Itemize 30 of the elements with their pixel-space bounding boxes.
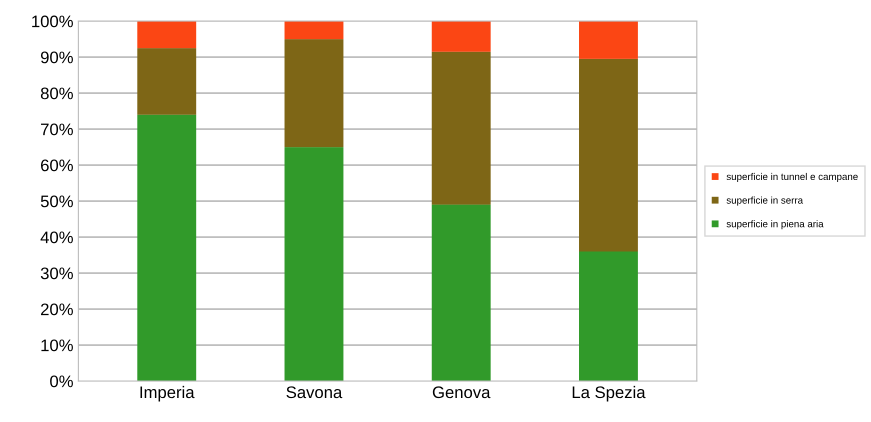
bar	[579, 21, 638, 59]
y-tick-label: 30%	[40, 267, 73, 280]
bar	[579, 251, 638, 382]
y-tick-label: 10%	[41, 339, 73, 352]
y-tick-label: 0%	[50, 375, 73, 388]
bar	[284, 147, 344, 382]
x-tick-label: Imperia	[140, 386, 195, 402]
x-tick-label: Savona	[286, 386, 342, 398]
y-tick-label: 80%	[40, 87, 73, 100]
bar	[579, 58, 638, 252]
y-tick-label: 20%	[41, 303, 73, 316]
x-tick-label: Genova	[432, 386, 490, 398]
bar	[432, 21, 491, 52]
bar	[137, 114, 196, 382]
legend-label: superficie in serra	[726, 196, 804, 206]
bar	[432, 52, 491, 205]
y-tick-label: 40%	[40, 231, 73, 244]
bar	[137, 48, 196, 115]
bar	[432, 204, 491, 382]
y-tick-label: 70%	[41, 123, 73, 136]
bar	[284, 39, 344, 148]
y-tick-label: 60%	[41, 159, 73, 172]
bar	[284, 21, 344, 40]
y-tick-label: 90%	[40, 52, 73, 64]
bar	[137, 21, 196, 48]
legend-label: superficie in piena aria	[726, 220, 824, 230]
y-tick-label: 50%	[40, 195, 73, 208]
legend-label: superficie in tunnel e campane	[726, 172, 858, 182]
x-tick-label: La Spezia	[572, 386, 646, 402]
y-tick-label: 100%	[32, 16, 73, 28]
